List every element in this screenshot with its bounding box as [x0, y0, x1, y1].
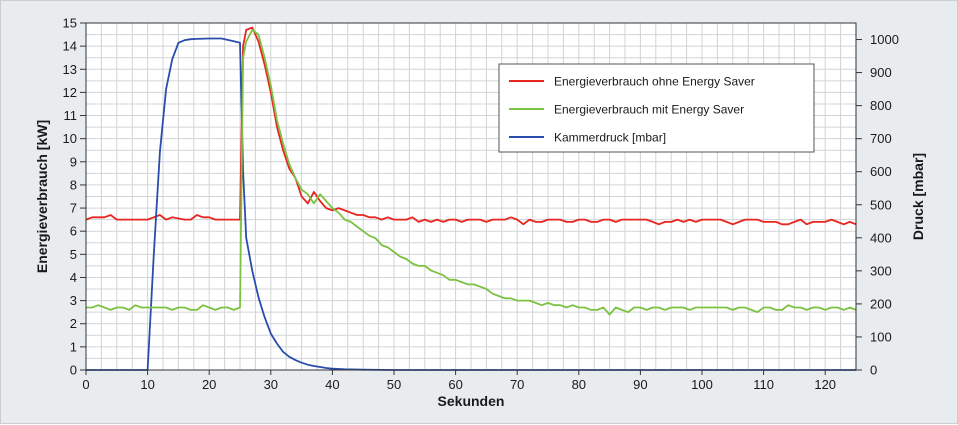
- y-axis-title: Energieverbrauch [kW]: [34, 120, 50, 273]
- y-tick-label: 5: [70, 247, 77, 262]
- x-tick-label: 0: [82, 377, 89, 392]
- y2-tick-label: 500: [870, 197, 892, 212]
- y-tick-label: 14: [63, 39, 77, 54]
- y2-tick-label: 200: [870, 296, 892, 311]
- y-tick-label: 11: [64, 108, 78, 123]
- y2-tick-label: 800: [870, 98, 892, 113]
- y-tick-label: 7: [70, 201, 77, 216]
- y2-tick-label: 400: [870, 230, 892, 245]
- y-tick-label: 4: [70, 270, 77, 285]
- x-tick-label: 10: [140, 377, 154, 392]
- series-line-ohne-energy-saver: [85, 26, 857, 226]
- x-tick-label: 20: [202, 377, 216, 392]
- y-tick-label: 15: [63, 16, 77, 31]
- y-tick-label: 0: [70, 363, 77, 378]
- legend: Energieverbrauch ohne Energy Saver Energ…: [498, 63, 815, 153]
- y2-tick-label: 300: [870, 263, 892, 278]
- y-tick-label: 10: [63, 131, 77, 146]
- y-tick-label: 1: [70, 339, 77, 354]
- y2-tick-label: 100: [870, 329, 892, 344]
- x-tick-label: 110: [753, 377, 774, 392]
- y-tick-label: 3: [70, 293, 77, 308]
- y-tick-label: 12: [63, 85, 77, 100]
- gridlines: [85, 22, 857, 371]
- legend-label-kammerdruck: Kammerdruck [mbar]: [554, 131, 666, 145]
- x-tick-label: 60: [448, 377, 462, 392]
- x-axis: 0 10 20 30 40 50 60 70 80 90 100 110 120: [82, 370, 836, 392]
- series-line-mit-energy-saver: [86, 28, 857, 316]
- x-tick-label: 90: [633, 377, 647, 392]
- x-tick-label: 100: [691, 377, 713, 392]
- y2-tick-label: 0: [870, 363, 877, 378]
- x-tick-label: 70: [510, 377, 524, 392]
- y2-tick-label: 900: [870, 65, 892, 80]
- x-tick-label: 50: [387, 377, 401, 392]
- y-tick-label: 9: [70, 154, 77, 169]
- x-tick-label: 30: [264, 377, 278, 392]
- legend-box: [498, 63, 815, 153]
- legend-label-ohne: Energieverbrauch ohne Energy Saver: [554, 75, 755, 89]
- x-tick-label: 40: [325, 377, 339, 392]
- y2-tick-label: 600: [870, 164, 892, 179]
- x-axis-title: Sekunden: [438, 393, 505, 409]
- plot-border: [85, 22, 857, 371]
- y-tick-label: 13: [63, 62, 77, 77]
- y-axis-right: 0 100 200 300 400 500 600 700 800 900 1000: [856, 32, 899, 378]
- y2-tick-label: 700: [870, 131, 892, 146]
- legend-label-mit: Energieverbrauch mit Energy Saver: [554, 103, 744, 117]
- series-line-kammerdruck: [86, 37, 856, 371]
- y-tick-label: 8: [70, 177, 77, 192]
- x-tick-label: 80: [572, 377, 586, 392]
- x-tick-label: 120: [814, 377, 836, 392]
- y2-axis-title: Druck [mbar]: [910, 153, 926, 240]
- y-tick-label: 6: [70, 224, 77, 239]
- series-group: [85, 26, 857, 371]
- y-tick-label: 2: [70, 316, 77, 331]
- y2-tick-label: 1000: [870, 32, 899, 47]
